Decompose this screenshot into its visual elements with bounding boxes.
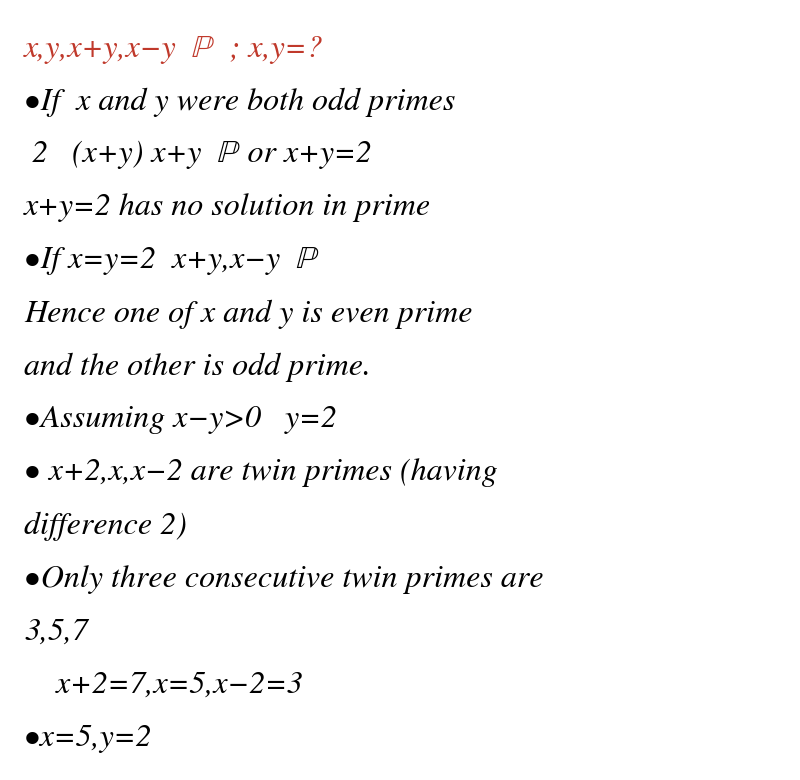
Text: x+y=2 has no solution in prime: x+y=2 has no solution in prime [24, 193, 431, 222]
Text: ⇒2 ∣ (x+y)⇒x+y ∉ℙ or x+y=2: ⇒2 ∣ (x+y)⇒x+y ∉ℙ or x+y=2 [24, 140, 372, 169]
Text: • x+2,x,x−2 are twin primes (having: • x+2,x,x−2 are twin primes (having [24, 459, 498, 488]
Text: difference 2): difference 2) [24, 512, 186, 541]
Text: x+2=7,x=5,x−2=3: x+2=7,x=5,x−2=3 [24, 671, 303, 700]
Text: Hence one of x and y is even prime: Hence one of x and y is even prime [24, 300, 473, 329]
Text: •Only three consecutive twin primes are: •Only three consecutive twin primes are [24, 565, 544, 594]
Text: x,y,x+y,x−y ∈ℙ  ; x,y=?: x,y,x+y,x−y ∈ℙ ; x,y=? [24, 35, 323, 64]
Text: •If  x and y were both odd primes: •If x and y were both odd primes [24, 87, 455, 117]
Text: •If x=y=2⇒ x+y,x−y ∉ℙ: •If x=y=2⇒ x+y,x−y ∉ℙ [24, 246, 318, 275]
Text: and the other is odd prime.: and the other is odd prime. [24, 353, 371, 382]
Text: 3,5,7: 3,5,7 [24, 618, 88, 647]
Text: •Assuming x−y>0  ⇒y=2: •Assuming x−y>0 ⇒y=2 [24, 406, 337, 434]
Text: •x=5,y=2: •x=5,y=2 [24, 724, 153, 753]
